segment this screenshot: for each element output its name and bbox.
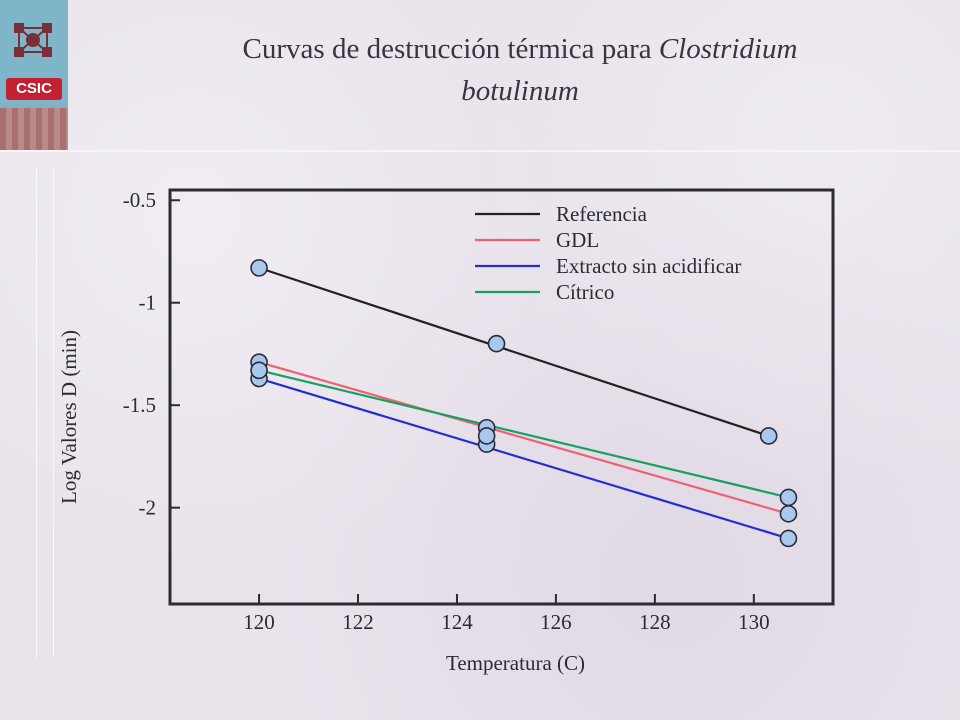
x-tick-label: 128 bbox=[639, 610, 671, 634]
y-tick-label: -1 bbox=[139, 291, 157, 315]
csic-logo-text: CSIC bbox=[6, 78, 62, 100]
x-axis-title: Temperatura (C) bbox=[446, 651, 585, 675]
data-point-3-2 bbox=[779, 488, 798, 507]
legend-label-2: Extracto sin acidificar bbox=[556, 254, 741, 278]
logo-stripes bbox=[0, 108, 68, 150]
title-italic-genus: Clostridium bbox=[658, 33, 798, 65]
series-line-0 bbox=[258, 266, 770, 437]
legend-label-3: Cítrico bbox=[556, 280, 614, 304]
slide-title: Curvas de destrucción térmica para Clost… bbox=[120, 28, 920, 112]
plot-frame bbox=[168, 188, 835, 606]
x-tick-label: 124 bbox=[441, 610, 473, 634]
data-point-0-2 bbox=[759, 427, 778, 445]
csic-logo: CSIC bbox=[0, 0, 68, 150]
csic-emblem-icon bbox=[14, 23, 52, 57]
left-margin-rule bbox=[36, 168, 54, 658]
legend-label-0: Referencia bbox=[556, 202, 648, 226]
data-point-3-0 bbox=[250, 361, 268, 380]
x-tick-label: 122 bbox=[342, 610, 374, 634]
data-point-0-1 bbox=[487, 334, 506, 353]
y-tick-label: -0.5 bbox=[123, 188, 156, 212]
x-tick-label: 126 bbox=[540, 610, 572, 634]
series-line-2 bbox=[258, 377, 789, 540]
data-point-0-0 bbox=[250, 259, 268, 277]
slide-divider bbox=[0, 150, 960, 152]
data-point-2-2 bbox=[779, 529, 798, 548]
title-italic-species: botulinum bbox=[461, 75, 579, 107]
data-point-3-1 bbox=[477, 427, 496, 445]
series-line-3 bbox=[258, 369, 789, 499]
legend-label-1: GDL bbox=[556, 228, 599, 252]
x-tick-label: 120 bbox=[243, 610, 275, 634]
y-axis-title: Log Valores D (min) bbox=[57, 330, 81, 504]
x-tick-label: 130 bbox=[738, 610, 770, 634]
y-tick-label: -1.5 bbox=[123, 393, 156, 417]
series-line-1 bbox=[258, 361, 789, 515]
y-tick-label: -2 bbox=[139, 496, 157, 520]
title-plain: Curvas de destrucción térmica para bbox=[242, 33, 659, 65]
data-point-1-2 bbox=[779, 505, 798, 523]
